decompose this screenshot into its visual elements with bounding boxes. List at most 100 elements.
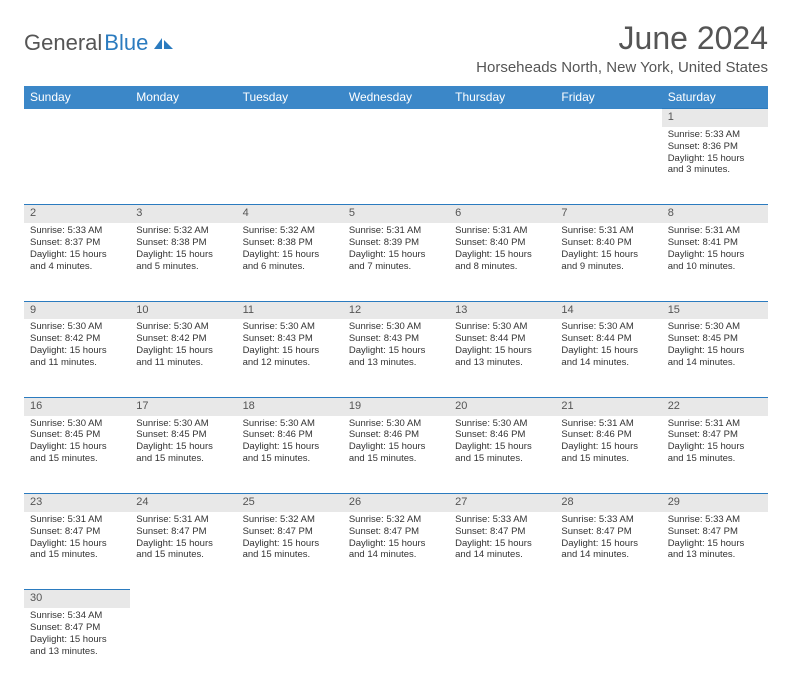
daylight-text: Daylight: 15 hours and 3 minutes. [668, 153, 762, 177]
daylight-text: Daylight: 15 hours and 7 minutes. [349, 249, 443, 273]
sunset-text: Sunset: 8:43 PM [243, 333, 337, 345]
daylight-text: Daylight: 15 hours and 9 minutes. [561, 249, 655, 273]
day-number-cell: 25 [237, 494, 343, 512]
sunrise-text: Sunrise: 5:32 AM [243, 514, 337, 526]
content-row: Sunrise: 5:34 AMSunset: 8:47 PMDaylight:… [24, 608, 768, 686]
daylight-text: Daylight: 15 hours and 14 minutes. [668, 345, 762, 369]
sunrise-text: Sunrise: 5:30 AM [136, 321, 230, 333]
sunrise-text: Sunrise: 5:31 AM [561, 418, 655, 430]
day-number-cell: 17 [130, 397, 236, 415]
day-number-cell: 2 [24, 205, 130, 223]
daylight-text: Daylight: 15 hours and 11 minutes. [30, 345, 124, 369]
daylight-text: Daylight: 15 hours and 15 minutes. [243, 538, 337, 562]
daylight-text: Daylight: 15 hours and 15 minutes. [668, 441, 762, 465]
day-content-cell: Sunrise: 5:31 AMSunset: 8:39 PMDaylight:… [343, 223, 449, 301]
sunrise-text: Sunrise: 5:30 AM [349, 321, 443, 333]
day-number-cell: 5 [343, 205, 449, 223]
day-number-cell [237, 590, 343, 608]
day-content-cell: Sunrise: 5:33 AMSunset: 8:47 PMDaylight:… [662, 512, 768, 590]
day-number-cell [449, 109, 555, 127]
day-content-cell: Sunrise: 5:30 AMSunset: 8:46 PMDaylight:… [343, 416, 449, 494]
sunrise-text: Sunrise: 5:31 AM [668, 418, 762, 430]
brand-part2: Blue [104, 30, 148, 56]
day-content-cell: Sunrise: 5:30 AMSunset: 8:42 PMDaylight:… [24, 319, 130, 397]
day-content-cell: Sunrise: 5:30 AMSunset: 8:43 PMDaylight:… [237, 319, 343, 397]
day-content-cell: Sunrise: 5:31 AMSunset: 8:41 PMDaylight:… [662, 223, 768, 301]
day-number-cell: 28 [555, 494, 661, 512]
day-content-cell [24, 127, 130, 205]
day-number-cell: 26 [343, 494, 449, 512]
day-number-cell: 10 [130, 301, 236, 319]
day-number-cell: 27 [449, 494, 555, 512]
day-content-cell [130, 127, 236, 205]
sunrise-text: Sunrise: 5:30 AM [30, 321, 124, 333]
day-content-cell [343, 127, 449, 205]
content-row: Sunrise: 5:33 AMSunset: 8:37 PMDaylight:… [24, 223, 768, 301]
day-content-cell [449, 608, 555, 686]
daylight-text: Daylight: 15 hours and 15 minutes. [455, 441, 549, 465]
month-title: June 2024 [476, 20, 768, 57]
day-content-cell [237, 127, 343, 205]
day-content-cell: Sunrise: 5:30 AMSunset: 8:45 PMDaylight:… [130, 416, 236, 494]
sunset-text: Sunset: 8:44 PM [561, 333, 655, 345]
weekday-header-row: SundayMondayTuesdayWednesdayThursdayFrid… [24, 86, 768, 109]
sunrise-text: Sunrise: 5:30 AM [455, 418, 549, 430]
day-content-cell: Sunrise: 5:33 AMSunset: 8:47 PMDaylight:… [555, 512, 661, 590]
day-number-cell [24, 109, 130, 127]
sunrise-text: Sunrise: 5:31 AM [668, 225, 762, 237]
day-content-cell: Sunrise: 5:33 AMSunset: 8:36 PMDaylight:… [662, 127, 768, 205]
weekday-header: Tuesday [237, 86, 343, 109]
day-content-cell: Sunrise: 5:31 AMSunset: 8:40 PMDaylight:… [449, 223, 555, 301]
daylight-text: Daylight: 15 hours and 5 minutes. [136, 249, 230, 273]
sunset-text: Sunset: 8:47 PM [30, 622, 124, 634]
sunset-text: Sunset: 8:47 PM [561, 526, 655, 538]
sunset-text: Sunset: 8:47 PM [668, 429, 762, 441]
daylight-text: Daylight: 15 hours and 13 minutes. [349, 345, 443, 369]
day-number-cell [555, 109, 661, 127]
sunset-text: Sunset: 8:41 PM [668, 237, 762, 249]
daynum-row: 16171819202122 [24, 397, 768, 415]
daylight-text: Daylight: 15 hours and 4 minutes. [30, 249, 124, 273]
day-content-cell: Sunrise: 5:32 AMSunset: 8:38 PMDaylight:… [237, 223, 343, 301]
sunrise-text: Sunrise: 5:33 AM [30, 225, 124, 237]
day-number-cell: 16 [24, 397, 130, 415]
sunrise-text: Sunrise: 5:32 AM [243, 225, 337, 237]
daynum-row: 2345678 [24, 205, 768, 223]
day-number-cell: 9 [24, 301, 130, 319]
day-content-cell [555, 127, 661, 205]
day-number-cell [343, 109, 449, 127]
day-number-cell: 6 [449, 205, 555, 223]
calendar-table: SundayMondayTuesdayWednesdayThursdayFrid… [24, 86, 768, 686]
daylight-text: Daylight: 15 hours and 15 minutes. [136, 538, 230, 562]
day-number-cell [237, 109, 343, 127]
daynum-row: 9101112131415 [24, 301, 768, 319]
day-number-cell: 14 [555, 301, 661, 319]
sunrise-text: Sunrise: 5:33 AM [668, 129, 762, 141]
sunset-text: Sunset: 8:46 PM [243, 429, 337, 441]
daylight-text: Daylight: 15 hours and 15 minutes. [30, 538, 124, 562]
sunrise-text: Sunrise: 5:31 AM [561, 225, 655, 237]
day-content-cell: Sunrise: 5:30 AMSunset: 8:46 PMDaylight:… [449, 416, 555, 494]
location-text: Horseheads North, New York, United State… [476, 59, 768, 76]
day-content-cell: Sunrise: 5:30 AMSunset: 8:44 PMDaylight:… [449, 319, 555, 397]
sunset-text: Sunset: 8:40 PM [455, 237, 549, 249]
day-content-cell: Sunrise: 5:31 AMSunset: 8:47 PMDaylight:… [24, 512, 130, 590]
day-number-cell: 13 [449, 301, 555, 319]
day-content-cell: Sunrise: 5:30 AMSunset: 8:42 PMDaylight:… [130, 319, 236, 397]
day-number-cell: 3 [130, 205, 236, 223]
day-number-cell: 11 [237, 301, 343, 319]
day-content-cell: Sunrise: 5:34 AMSunset: 8:47 PMDaylight:… [24, 608, 130, 686]
daylight-text: Daylight: 15 hours and 12 minutes. [243, 345, 337, 369]
day-content-cell: Sunrise: 5:30 AMSunset: 8:44 PMDaylight:… [555, 319, 661, 397]
weekday-header: Wednesday [343, 86, 449, 109]
content-row: Sunrise: 5:30 AMSunset: 8:45 PMDaylight:… [24, 416, 768, 494]
sunrise-text: Sunrise: 5:30 AM [243, 418, 337, 430]
day-number-cell: 24 [130, 494, 236, 512]
sunset-text: Sunset: 8:47 PM [455, 526, 549, 538]
sunrise-text: Sunrise: 5:30 AM [349, 418, 443, 430]
day-content-cell [237, 608, 343, 686]
daynum-row: 1 [24, 109, 768, 127]
day-number-cell: 19 [343, 397, 449, 415]
title-block: June 2024 Horseheads North, New York, Un… [476, 20, 768, 76]
calendar-page: General Blue June 2024 Horseheads North,… [0, 0, 792, 696]
